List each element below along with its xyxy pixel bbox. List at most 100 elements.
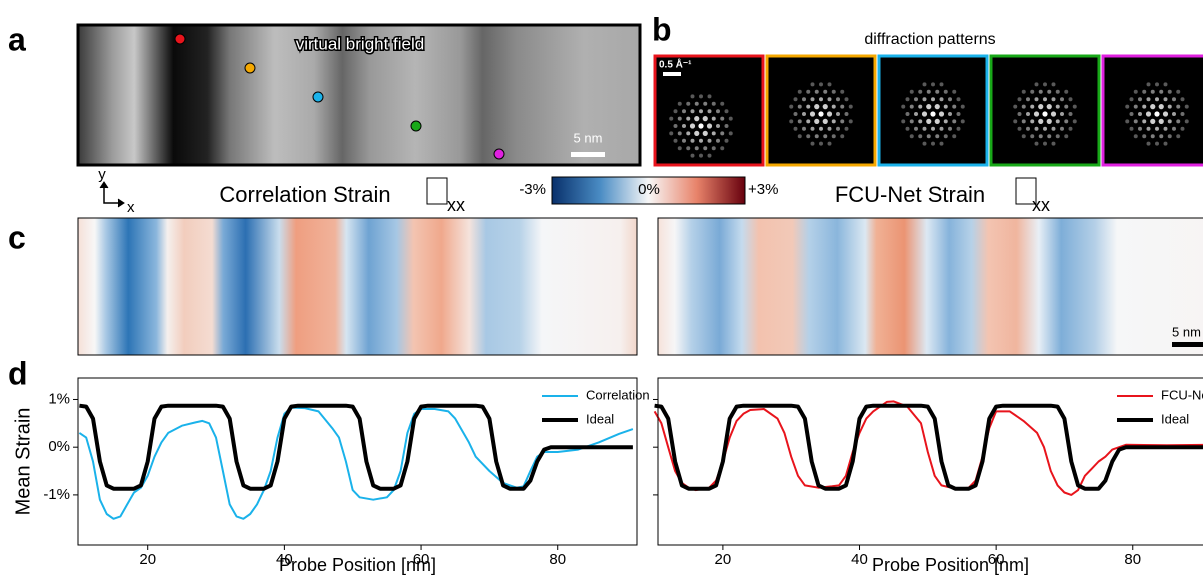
diffraction-spot bbox=[711, 131, 716, 136]
y-tick-label: -1% bbox=[43, 486, 70, 503]
diffraction-spot bbox=[1046, 118, 1052, 124]
diffraction-spot bbox=[707, 109, 712, 114]
diffraction-spot bbox=[707, 153, 712, 158]
diffraction-pattern bbox=[1101, 54, 1203, 167]
diffraction-spot bbox=[814, 104, 820, 110]
diffraction-spot bbox=[677, 101, 682, 106]
diffraction-spot bbox=[1172, 97, 1176, 102]
diffraction-spot bbox=[1021, 119, 1026, 124]
diffraction-spot bbox=[1159, 134, 1164, 139]
diffraction-spot bbox=[918, 89, 923, 94]
diffraction-spot bbox=[1129, 97, 1134, 102]
probe-marker bbox=[174, 33, 186, 45]
diffraction-spot bbox=[931, 82, 935, 87]
diffraction-spot bbox=[1129, 112, 1134, 116]
diffraction-spot bbox=[1154, 111, 1160, 117]
diffraction-spot bbox=[960, 119, 965, 124]
diffraction-spot bbox=[914, 126, 918, 131]
probe-marker bbox=[493, 148, 505, 160]
x-tick-label: 40 bbox=[851, 551, 868, 568]
diffraction-spot bbox=[943, 89, 948, 94]
diffraction-spot bbox=[1017, 97, 1022, 102]
diffraction-spot bbox=[682, 138, 686, 143]
diffraction-spot bbox=[1155, 82, 1159, 87]
diffraction-spot bbox=[1184, 104, 1189, 109]
legend-label: FCU-Net bbox=[1161, 387, 1203, 402]
axis-symbol-label: x bbox=[127, 199, 135, 216]
x-tick-label: 60 bbox=[413, 551, 430, 568]
diffraction-spot bbox=[1072, 104, 1077, 109]
diffraction-spot bbox=[1072, 119, 1077, 124]
diffraction-spot bbox=[822, 104, 828, 110]
diffraction-spot bbox=[934, 104, 940, 110]
diffraction-spot bbox=[1064, 119, 1069, 124]
diffraction-spot bbox=[1033, 111, 1040, 117]
x-tick-label: 80 bbox=[549, 551, 566, 568]
diffraction-spot bbox=[935, 89, 940, 94]
diffraction-spot bbox=[694, 101, 699, 106]
diffraction-spot bbox=[1167, 89, 1172, 94]
diffraction-spot bbox=[724, 138, 729, 143]
diffraction-spot bbox=[827, 82, 832, 87]
legend-label: Ideal bbox=[586, 411, 614, 426]
diffraction-spot bbox=[1155, 141, 1159, 146]
diffraction-spot bbox=[669, 116, 674, 121]
diffraction-spot bbox=[921, 111, 928, 117]
diffraction-spot bbox=[1167, 119, 1172, 124]
diffraction-spot bbox=[724, 124, 729, 128]
diffraction-spot bbox=[960, 104, 965, 109]
scale-bar-label: 5 nm bbox=[574, 130, 603, 145]
y-axis-label: Mean Strain bbox=[12, 408, 34, 516]
diffraction-spot bbox=[822, 118, 828, 124]
diffraction-spot bbox=[1163, 82, 1168, 87]
diffraction-spot bbox=[1163, 141, 1168, 146]
diffraction-spot bbox=[1159, 89, 1164, 94]
diffraction-spot bbox=[836, 97, 840, 102]
diffraction-spot bbox=[814, 89, 819, 94]
symbol-glyph bbox=[426, 177, 448, 205]
strain-map bbox=[77, 217, 638, 356]
diffraction-spot bbox=[720, 146, 725, 151]
diffraction-spot bbox=[1158, 104, 1164, 110]
diffraction-spot bbox=[819, 82, 823, 87]
diffraction-spot bbox=[931, 126, 935, 131]
diffraction-spot bbox=[1060, 126, 1064, 131]
diffraction-spot bbox=[686, 116, 691, 121]
axis-symbol-label: y bbox=[98, 166, 106, 183]
diffraction-spot bbox=[935, 134, 940, 139]
diffraction-spot bbox=[1021, 134, 1026, 139]
diffraction-spot bbox=[1176, 104, 1181, 109]
diffraction-spot bbox=[831, 104, 836, 109]
diffraction-spot bbox=[1133, 89, 1138, 94]
diffraction-spot bbox=[909, 104, 914, 109]
diffraction-spot bbox=[1030, 104, 1035, 109]
diffraction-spot bbox=[1138, 112, 1142, 116]
diffraction-spot bbox=[806, 134, 811, 139]
diffraction-spot bbox=[677, 146, 682, 151]
diffraction-spot bbox=[952, 119, 957, 124]
diffraction-spot bbox=[926, 89, 931, 94]
diffraction-spot bbox=[707, 94, 712, 99]
diffraction-spot bbox=[699, 109, 703, 114]
diffraction-spot bbox=[823, 134, 828, 139]
x-tick-label: 60 bbox=[988, 551, 1005, 568]
diffraction-spot bbox=[844, 112, 849, 116]
diffraction-spot bbox=[926, 134, 931, 139]
x-tick-label: 20 bbox=[139, 551, 156, 568]
diffraction-spot bbox=[1055, 119, 1060, 124]
bright-field-image bbox=[76, 23, 642, 167]
x-tick-label: 80 bbox=[1124, 551, 1141, 568]
diffraction-spot bbox=[802, 97, 806, 102]
diffraction-spot bbox=[836, 112, 840, 116]
diffraction-spot bbox=[698, 123, 704, 129]
diffraction-spot bbox=[810, 126, 815, 131]
diffraction-spot bbox=[901, 119, 906, 124]
diffraction-spot bbox=[703, 146, 708, 151]
diffraction-spot bbox=[848, 104, 853, 109]
diffraction-spot bbox=[1038, 118, 1044, 124]
plot-frame bbox=[77, 377, 638, 546]
scale-bar-label: 5 nm bbox=[1172, 324, 1201, 339]
diffraction-spot bbox=[789, 104, 794, 109]
diffraction-spot bbox=[930, 111, 936, 117]
chart: 20 40 60 80 FCU-Net Ideal Probe Position [nm] bbox=[653, 377, 1203, 575]
